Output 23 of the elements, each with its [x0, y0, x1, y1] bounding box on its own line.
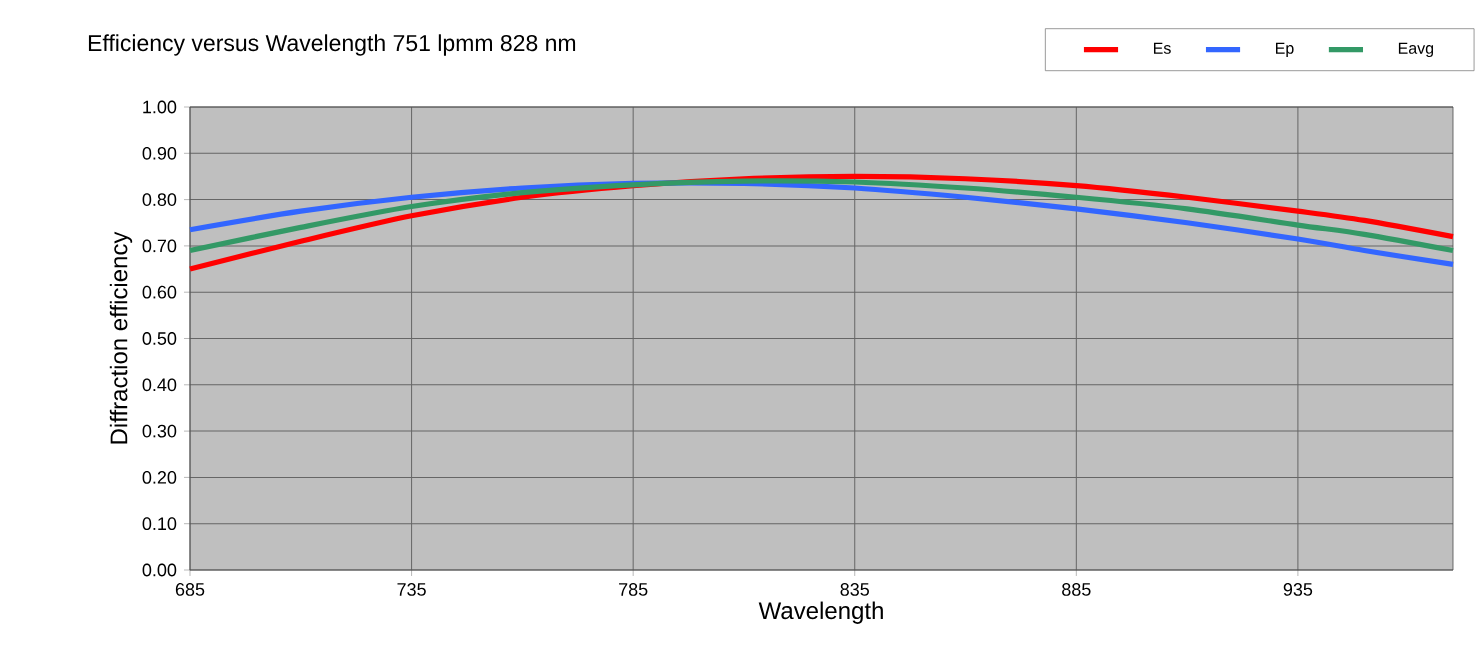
y-tick-label: 0.50 — [142, 332, 177, 345]
y-tick-label: 0.40 — [142, 378, 177, 392]
y-tick-label: 0.70 — [142, 239, 177, 253]
x-tick-label: 885 — [1062, 583, 1091, 596]
y-axis-title: Diffraction efficiency — [109, 231, 133, 444]
x-tick-label: 935 — [1283, 583, 1313, 596]
legend-label: Es — [1153, 42, 1171, 54]
y-tick-label: 0.30 — [142, 424, 177, 438]
x-tick-label: 735 — [397, 583, 426, 596]
y-tick-label: 1.00 — [143, 100, 177, 114]
x-tick-label: 785 — [619, 583, 648, 596]
legend-label: Eavg — [1398, 42, 1434, 58]
x-axis-title: Wavelength — [758, 601, 883, 624]
x-tick-label: 835 — [840, 583, 869, 596]
y-tick-label: 0.90 — [142, 146, 177, 160]
y-tick-label: 0.00 — [142, 563, 177, 577]
y-tick-label: 0.20 — [142, 471, 177, 484]
y-tick-label: 0.60 — [142, 285, 177, 299]
y-tick-label: 0.80 — [142, 193, 177, 206]
y-tick-label: 0.10 — [142, 517, 177, 531]
chart-title: Efficiency versus Wavelength 751 lpmm 828 nm — [88, 34, 576, 56]
x-tick-label: 685 — [175, 583, 205, 596]
legend-label: Ep — [1276, 42, 1294, 58]
